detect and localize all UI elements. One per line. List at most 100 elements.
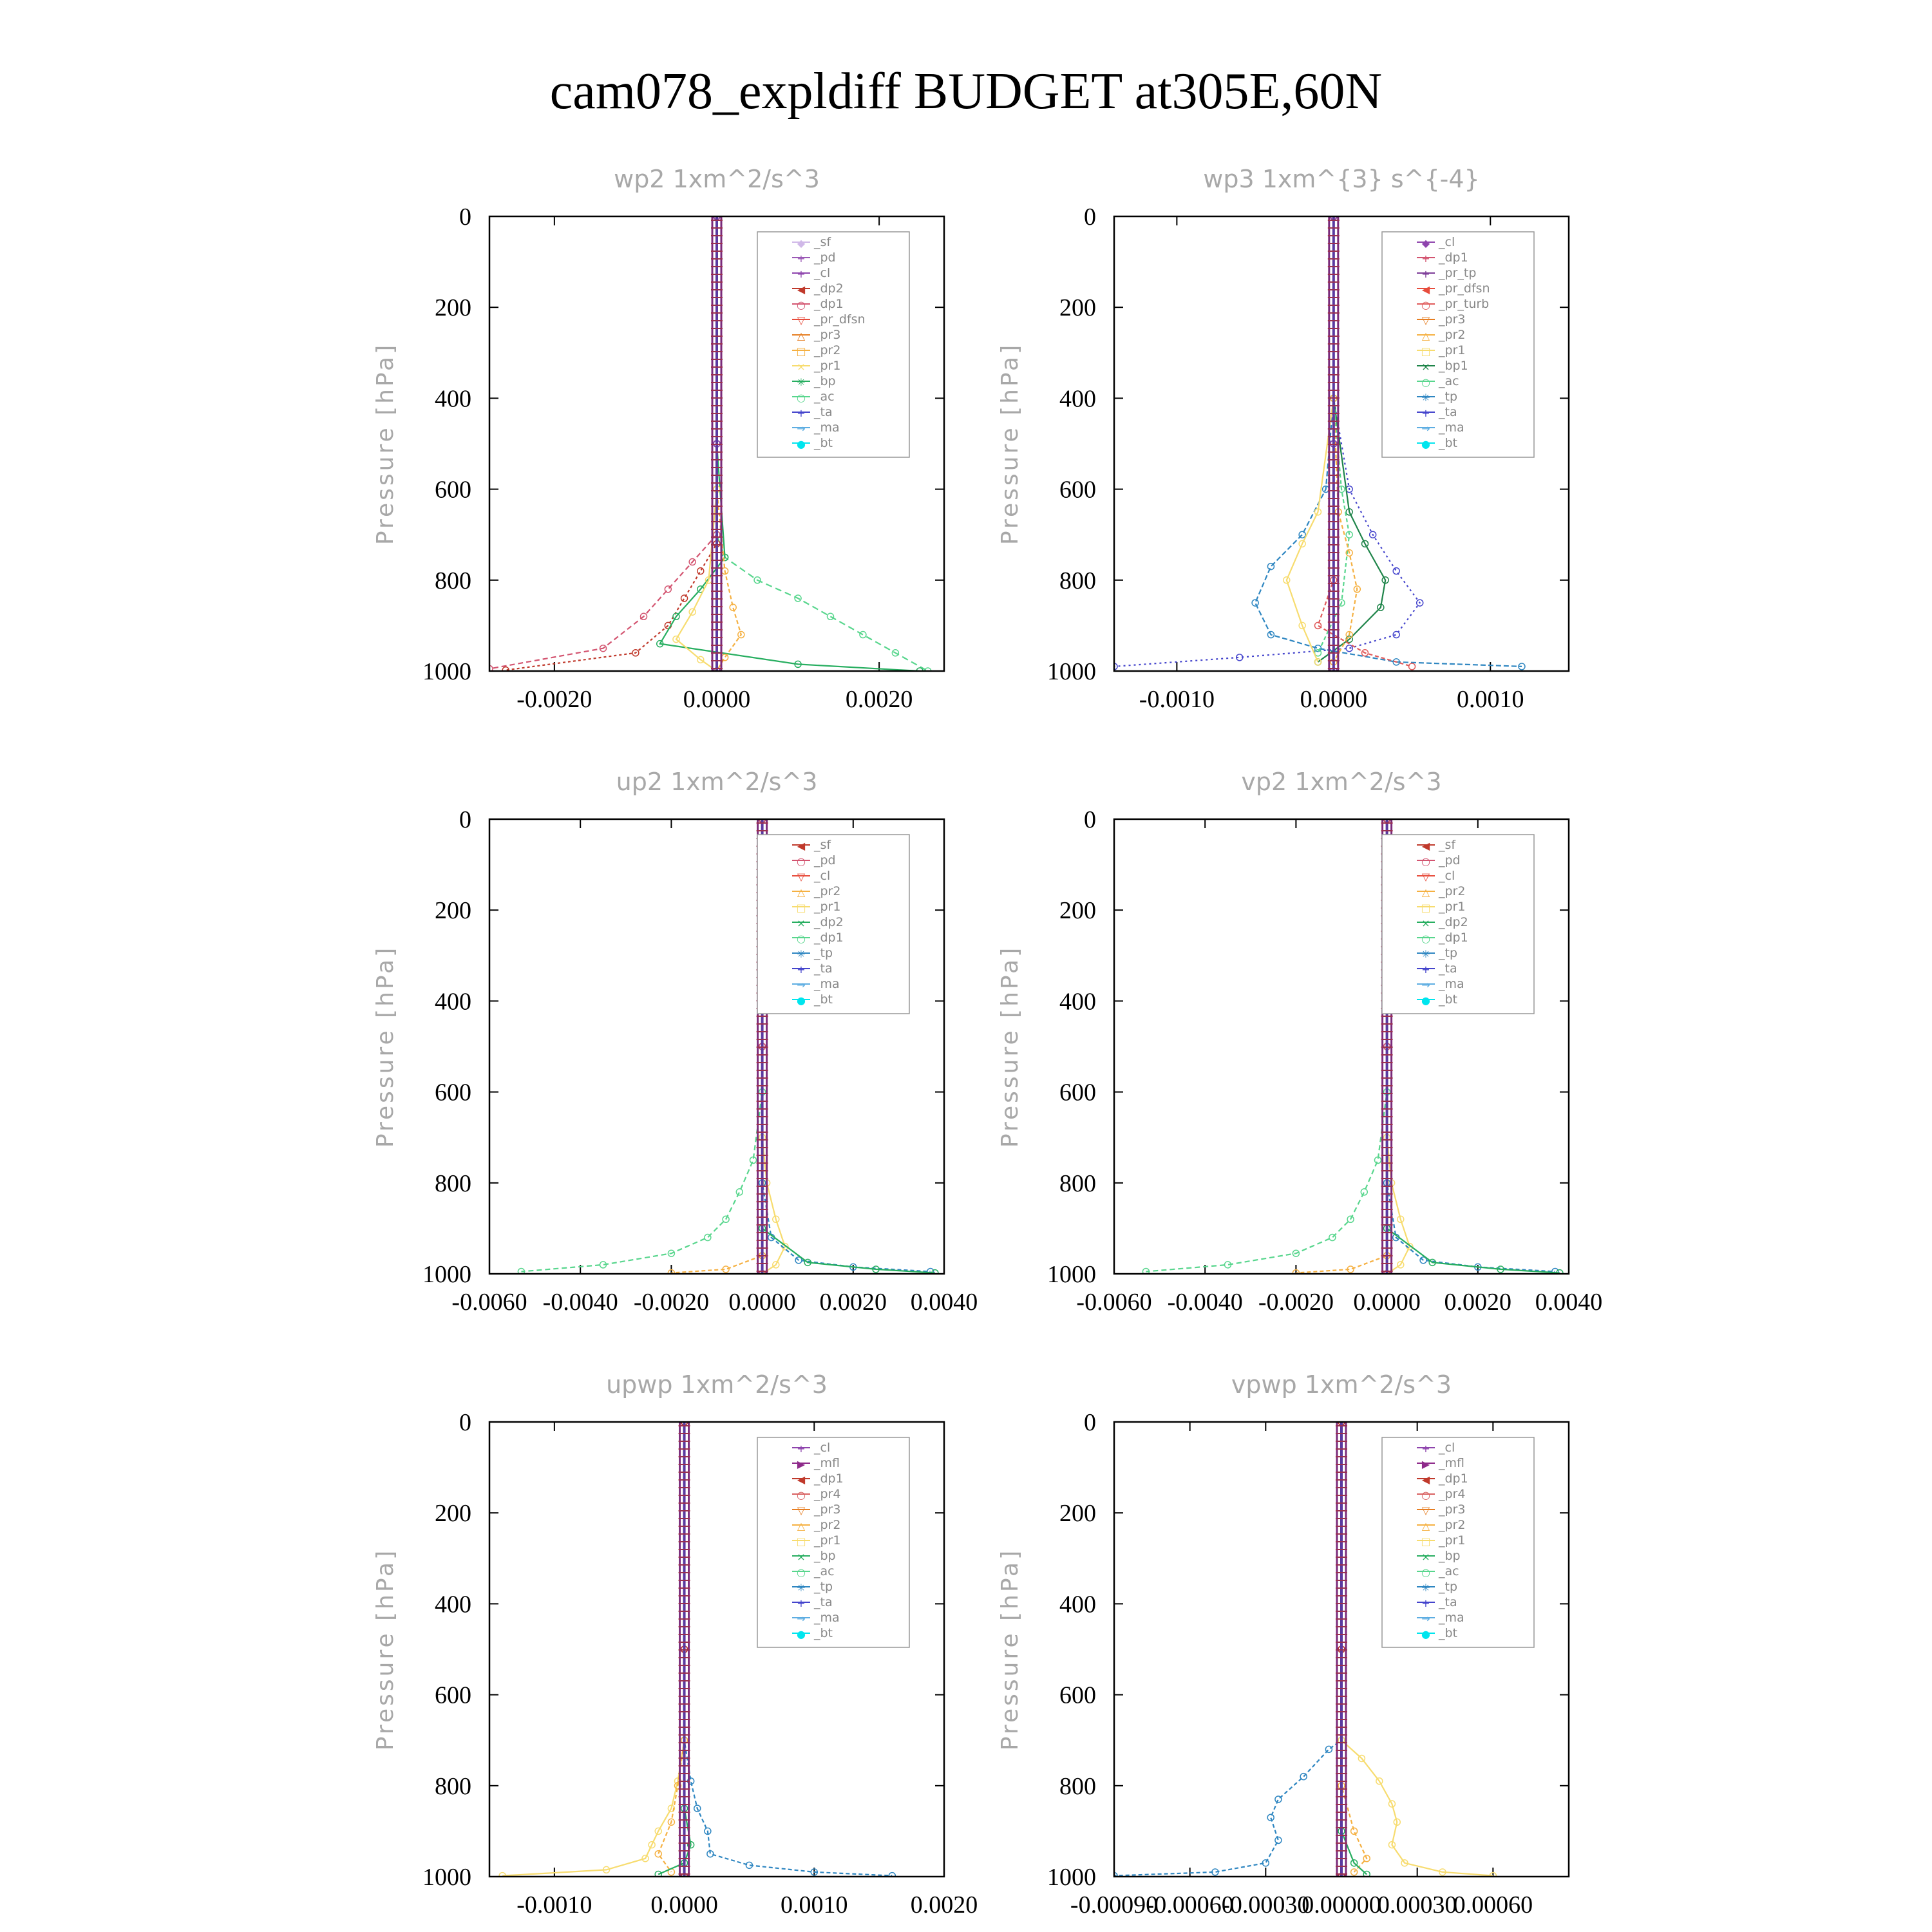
legend-entry: _cl bbox=[1438, 869, 1455, 883]
legend-symbol: + bbox=[797, 252, 805, 265]
data-point-pr1 bbox=[1358, 1754, 1366, 1763]
series-line-bp bbox=[658, 1422, 692, 1875]
legend-symbol: → bbox=[1421, 422, 1430, 435]
data-point-dp2 bbox=[632, 649, 639, 657]
data-point-pr1 bbox=[1388, 1841, 1396, 1849]
axes-frame bbox=[488, 1421, 945, 1878]
legend-symbol: ◀ bbox=[1422, 840, 1430, 852]
legend-symbol: ○ bbox=[1421, 376, 1430, 388]
data-point-pr2 bbox=[1350, 1868, 1358, 1876]
legend-symbol: ○ bbox=[797, 299, 806, 311]
legend-entry: _dp1 bbox=[1438, 931, 1468, 945]
y-tick-label: 200 bbox=[1059, 1500, 1096, 1527]
legend-entry: _sf bbox=[813, 838, 831, 852]
data-point-pr1 bbox=[1388, 1800, 1396, 1808]
y-tick-label: 1000 bbox=[1047, 1261, 1096, 1288]
data-point-pr_turb bbox=[1361, 649, 1369, 657]
axes-frame bbox=[1113, 818, 1570, 1275]
y-axis-label: Pressure [hPa] bbox=[372, 343, 399, 545]
data-point-ac bbox=[599, 1261, 607, 1269]
legend-entry: _bt bbox=[813, 1626, 833, 1640]
legend-entry: _tp bbox=[1438, 946, 1457, 960]
series-line-ac bbox=[1146, 819, 1388, 1273]
y-tick-label: 600 bbox=[435, 1682, 471, 1709]
data-point-ac bbox=[1374, 1156, 1382, 1164]
data-point-pr2 bbox=[1345, 549, 1353, 557]
panel-title: upwp 1xm^2/s^3 bbox=[606, 1370, 828, 1399]
legend-entry: _pr_dfsn bbox=[1438, 281, 1490, 296]
data-point-pr2 bbox=[1345, 630, 1353, 639]
axes-frame bbox=[1113, 215, 1570, 672]
legend-symbol: ▽ bbox=[1422, 871, 1430, 883]
legend-symbol: ✳ bbox=[1421, 948, 1430, 960]
legend-symbol: ○ bbox=[1421, 855, 1430, 867]
legend-entry: _pr4 bbox=[1438, 1487, 1465, 1501]
x-tick-label: 0.0010 bbox=[781, 1891, 848, 1918]
data-point-bp bbox=[794, 660, 802, 668]
data-point-ac bbox=[794, 594, 802, 602]
legend-symbol: + bbox=[1421, 252, 1430, 265]
data-point-bp bbox=[687, 1841, 695, 1849]
legend-entry: _cl bbox=[1438, 235, 1455, 249]
legend-entry: _pr3 bbox=[813, 1502, 840, 1517]
x-tick-label: 0.0000 bbox=[728, 1289, 796, 1316]
data-point-pr1 bbox=[641, 1855, 649, 1862]
legend-symbol: ◀ bbox=[1422, 283, 1430, 296]
y-tick-label: 400 bbox=[435, 988, 471, 1015]
axes-frame bbox=[1113, 1421, 1570, 1878]
legend-entry: _ma bbox=[813, 977, 840, 991]
x-tick-label: 0.0040 bbox=[911, 1289, 978, 1316]
x-tick-label: 0.00060 bbox=[1454, 1891, 1533, 1918]
legend-symbol: ● bbox=[1421, 438, 1430, 450]
data-point-tp bbox=[1274, 1836, 1282, 1844]
series-line-ac bbox=[521, 819, 763, 1273]
legend-symbol: ◀ bbox=[797, 283, 806, 296]
data-point-tp bbox=[1114, 1871, 1118, 1877]
data-point-ac bbox=[1224, 1261, 1232, 1269]
legend-symbol: ▽ bbox=[797, 871, 806, 883]
data-point-bp bbox=[872, 1265, 880, 1273]
data-point-pr2 bbox=[1292, 1269, 1300, 1274]
data-point-ac bbox=[1345, 531, 1353, 538]
legend-symbol: ▽ bbox=[1422, 1504, 1430, 1517]
legend-symbol: ▽ bbox=[1422, 314, 1430, 327]
y-tick-label: 200 bbox=[1059, 294, 1096, 321]
y-tick-label: 0 bbox=[1084, 1409, 1096, 1436]
data-point-bp bbox=[656, 639, 664, 648]
legend-entry: _pr2 bbox=[1438, 1518, 1465, 1532]
data-point-ac bbox=[1329, 1233, 1336, 1242]
legend-entry: _ac bbox=[813, 390, 835, 404]
data-point-tp bbox=[1211, 1868, 1219, 1876]
legend-entry: _cl bbox=[813, 869, 830, 883]
legend-entry: _cl bbox=[1438, 1441, 1455, 1455]
legend-entry: _pr3 bbox=[1438, 312, 1465, 327]
data-point-pr1 bbox=[1298, 540, 1306, 548]
legend-symbol: ▽ bbox=[797, 314, 806, 327]
legend-symbol: → bbox=[797, 1613, 805, 1625]
data-point-ta bbox=[1368, 531, 1377, 538]
legend-symbol: + bbox=[1421, 1443, 1430, 1455]
legend-entry: _ta bbox=[813, 961, 833, 976]
data-point-tp bbox=[1298, 531, 1306, 538]
series-line-dp2 bbox=[506, 216, 718, 671]
legend-entry: _pr1 bbox=[813, 1533, 840, 1548]
legend-entry: _ac bbox=[813, 1564, 835, 1578]
series-line-pr2 bbox=[1296, 819, 1388, 1274]
x-tick-label: 0.0020 bbox=[911, 1891, 978, 1918]
data-point-pr2 bbox=[729, 603, 737, 611]
legend-symbol: ○ bbox=[797, 392, 806, 404]
legend-entry: _bt bbox=[813, 436, 833, 450]
data-point-pr1 bbox=[1283, 576, 1291, 584]
legend-symbol: ✳ bbox=[797, 1582, 805, 1594]
legend-entry: _bt bbox=[813, 992, 833, 1007]
legend-entry: _dp2 bbox=[813, 915, 844, 929]
x-tick-label: -0.0020 bbox=[634, 1289, 709, 1316]
data-point-pr1 bbox=[697, 656, 705, 664]
data-point-bp bbox=[1428, 1258, 1436, 1267]
y-tick-label: 0 bbox=[1084, 204, 1096, 231]
data-point-dp1 bbox=[688, 558, 696, 566]
data-point-pr2 bbox=[721, 654, 729, 661]
data-point-tp bbox=[1314, 644, 1322, 652]
legend-entry: _ac bbox=[1438, 374, 1459, 388]
